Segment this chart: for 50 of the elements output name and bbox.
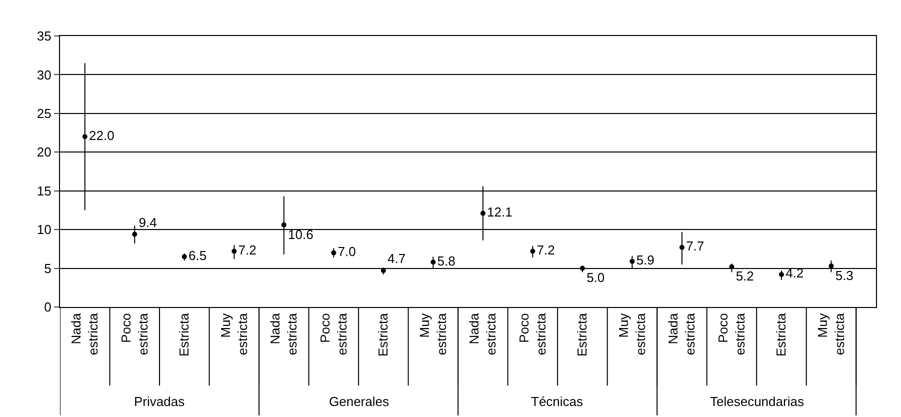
x-tick-label: Estricta bbox=[774, 312, 789, 357]
x-tick-label: Estricta bbox=[376, 312, 391, 357]
x-tick-label: Estricta bbox=[574, 312, 590, 357]
point bbox=[232, 248, 237, 254]
text: Privadas bbox=[134, 394, 186, 409]
data-label: 7.0 bbox=[338, 244, 356, 260]
point bbox=[630, 258, 635, 264]
text: Telesecundarias bbox=[710, 394, 804, 409]
data-label: 4.2 bbox=[786, 266, 804, 281]
y-tick-label: 15 bbox=[36, 183, 52, 198]
y-tick-label: 30 bbox=[36, 67, 52, 82]
point bbox=[679, 244, 684, 250]
y-tick-label: 10 bbox=[36, 222, 52, 238]
point bbox=[132, 232, 138, 237]
y-tick-label: 0 bbox=[44, 300, 52, 315]
point bbox=[82, 134, 88, 140]
data-label: 5.3 bbox=[835, 268, 854, 283]
y-tick-label: 25 bbox=[36, 106, 52, 121]
x-tick-label: Muy estricta bbox=[814, 312, 847, 356]
data-label: 22.0 bbox=[89, 128, 114, 143]
x-tick-label: Nada estricta bbox=[68, 312, 101, 356]
data-label: 4.7 bbox=[388, 251, 406, 266]
x-tick-label: Muy estricta bbox=[616, 312, 648, 356]
data-label: 7.2 bbox=[238, 242, 256, 258]
point bbox=[530, 248, 536, 254]
data-label: 6.5 bbox=[188, 248, 207, 263]
point bbox=[281, 222, 286, 228]
data-label: 5.2 bbox=[736, 268, 754, 284]
point bbox=[778, 272, 784, 277]
y-tick-label: 35 bbox=[36, 28, 52, 44]
point bbox=[430, 260, 436, 265]
data-label: 7.2 bbox=[536, 242, 555, 258]
y-tick-label: 5 bbox=[44, 260, 52, 276]
y-tick-label: 20 bbox=[36, 144, 52, 160]
text: Generales bbox=[329, 394, 390, 409]
point bbox=[480, 210, 486, 216]
x-tick-label: Muy estricta bbox=[416, 312, 449, 356]
point bbox=[828, 263, 834, 268]
data-label: 12.1 bbox=[487, 204, 512, 220]
data-label: 9.4 bbox=[138, 214, 157, 230]
data-label: 5.9 bbox=[636, 252, 654, 268]
data-label: 5.0 bbox=[586, 270, 605, 286]
x-tick-label: Estricta bbox=[176, 312, 192, 357]
data-label: 10.6 bbox=[288, 226, 314, 242]
point bbox=[331, 250, 336, 256]
text: Técnicas bbox=[531, 394, 584, 409]
point bbox=[729, 264, 734, 270]
x-tick-label: Muy estricta bbox=[218, 312, 250, 356]
data-label: 5.8 bbox=[437, 253, 456, 268]
data-label: 7.7 bbox=[686, 238, 704, 254]
